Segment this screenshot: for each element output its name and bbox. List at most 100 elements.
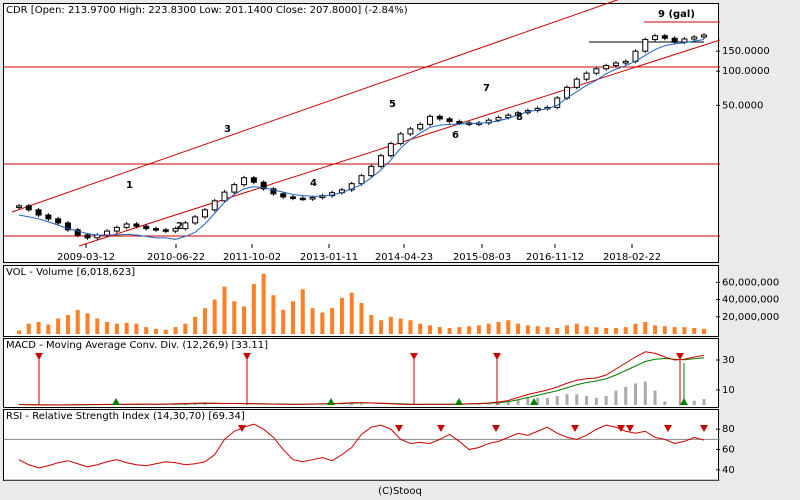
macd-histogram-bar xyxy=(360,404,363,405)
y-tick-label: 60,000,000 xyxy=(722,277,779,288)
candle-body xyxy=(387,143,394,157)
candle-body xyxy=(652,35,659,41)
wave-label: 4 xyxy=(310,178,317,189)
macd-histogram-bar xyxy=(594,397,598,405)
sell-signal-marker xyxy=(243,353,251,360)
volume-bar xyxy=(643,321,648,334)
candle-body xyxy=(133,223,140,227)
volume-bar xyxy=(613,327,618,334)
volume-bar xyxy=(682,327,687,334)
volume-bar xyxy=(594,327,599,334)
candle-body xyxy=(192,216,199,224)
rsi-chart xyxy=(4,423,720,481)
y-tick-label: 40,000,000 xyxy=(722,295,779,306)
candle-body xyxy=(270,188,277,195)
candle-body xyxy=(201,209,208,218)
candle-body xyxy=(681,38,688,43)
macd-chart xyxy=(18,351,720,406)
volume-bar xyxy=(379,320,384,334)
macd-histogram-bar xyxy=(663,401,667,405)
wave-label: 3 xyxy=(224,124,231,135)
candle-body xyxy=(250,177,257,183)
overbought-marker xyxy=(492,425,500,432)
buy-signal-marker xyxy=(327,398,335,405)
rsi-panel-title: RSI - Relative Strength Index (14,30,70)… xyxy=(6,411,245,422)
macd-histogram-bar xyxy=(536,397,540,405)
volume-bar xyxy=(114,323,119,334)
macd-histogram-bar xyxy=(634,383,637,405)
price-panel: CDR [Open: 213.9700 High: 223.8300 Low: … xyxy=(3,0,721,263)
x-tick-label: 2010-06-22 xyxy=(147,252,205,263)
volume-bar xyxy=(702,328,706,334)
volume-bar xyxy=(193,316,198,334)
volume-bar xyxy=(163,329,168,334)
sell-signal-marker xyxy=(35,353,43,360)
candle-body xyxy=(358,175,365,185)
volume-bar xyxy=(437,327,442,334)
rsi-panel: RSI - Relative Strength Index (14,30,70)… xyxy=(3,409,720,481)
volume-bar xyxy=(202,308,207,334)
y-tick-label: 100.0000 xyxy=(722,66,770,77)
candle-body xyxy=(231,184,238,193)
macd-signal-line xyxy=(18,357,705,406)
macd-histogram-bar xyxy=(624,387,628,405)
overbought-marker xyxy=(238,425,246,432)
volume-bar xyxy=(291,301,295,334)
y-tick-label: 10 xyxy=(722,385,735,396)
candle-body xyxy=(407,128,414,135)
channel-upper-line xyxy=(11,0,619,213)
macd-histogram-bar xyxy=(193,403,197,405)
volume-bar xyxy=(623,327,628,334)
volume-bar xyxy=(486,323,491,334)
y-tick-label: 20,000,000 xyxy=(722,312,779,323)
candle-body xyxy=(436,115,443,120)
volume-bar xyxy=(457,327,462,334)
sell-signal-marker xyxy=(410,353,418,360)
volume-bar xyxy=(408,320,413,334)
wave-label: 1 xyxy=(126,180,133,191)
volume-panel-title: VOL - Volume [6,018,623] xyxy=(6,267,136,278)
candle-body xyxy=(661,35,668,39)
overbought-marker xyxy=(664,425,672,432)
volume-bar xyxy=(212,299,217,334)
volume-bar xyxy=(584,326,589,334)
candle-body xyxy=(378,155,385,167)
macd-panel: MACD - Moving Average Conv. Div. (12,26,… xyxy=(3,338,720,408)
candle-body xyxy=(505,114,512,119)
candle-body xyxy=(427,115,433,125)
volume-bar xyxy=(144,327,149,334)
candle-body xyxy=(691,36,698,40)
macd-histogram-bar xyxy=(692,400,696,405)
macd-histogram-bar xyxy=(497,403,500,405)
overbought-marker xyxy=(571,425,579,432)
candle-body xyxy=(397,133,404,145)
candle-body xyxy=(417,123,424,130)
candle-body xyxy=(368,165,375,177)
x-tick-label: 2016-11-12 xyxy=(526,252,584,263)
y-tick-label: 80 xyxy=(722,424,735,435)
volume-bar xyxy=(320,312,325,334)
macd-histogram-bar xyxy=(174,404,178,405)
candle-body xyxy=(671,37,678,43)
volume-bar xyxy=(692,327,697,334)
x-tick-label: 2015-08-03 xyxy=(453,252,511,263)
volume-chart xyxy=(17,273,720,334)
candle-body xyxy=(446,118,453,123)
candle-body xyxy=(113,226,120,232)
volume-bar xyxy=(545,327,550,334)
volume-panel: VOL - Volume [6,018,623] xyxy=(3,265,720,337)
volume-bar xyxy=(496,321,501,334)
volume-bar xyxy=(565,325,569,334)
footer-copyright: (C)Stooq xyxy=(378,486,422,497)
candle-body xyxy=(348,183,355,191)
x-tick-label: 2011-10-02 xyxy=(223,252,281,263)
candle-body xyxy=(280,193,287,198)
buy-signal-marker xyxy=(530,398,538,405)
wave-label: 6 xyxy=(452,130,459,141)
volume-bar xyxy=(467,326,472,334)
overbought-marker xyxy=(700,425,708,432)
wave-label: 8 xyxy=(516,112,523,123)
volume-bar xyxy=(17,330,21,334)
candle-body xyxy=(612,62,619,67)
candle-body xyxy=(241,177,248,186)
